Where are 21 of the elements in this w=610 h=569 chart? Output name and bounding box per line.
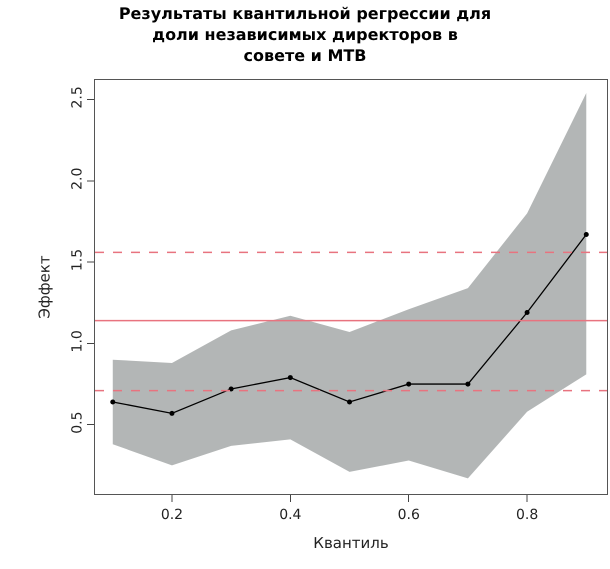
x-tick-label: 0.8 — [516, 506, 538, 523]
y-tick-label: 1.0 — [69, 330, 86, 352]
point — [584, 232, 589, 237]
point — [169, 410, 174, 416]
y-tick-label: 2.0 — [69, 168, 86, 190]
x-tick-label: 0.2 — [160, 506, 184, 523]
y-tick-label: 2.5 — [69, 86, 86, 109]
point — [110, 399, 116, 404]
point — [524, 310, 530, 316]
x-tick-label: 0.6 — [398, 506, 420, 523]
point — [228, 386, 234, 392]
point — [406, 382, 412, 387]
x-tick-label: 0.4 — [279, 506, 302, 523]
point — [288, 375, 293, 380]
chart-title: Результаты квантильной регрессии для доли независимых директоров в совете и МТВ — [118, 4, 492, 65]
y-tick-label: 0.5 — [69, 411, 86, 434]
y-axis-title: Эффект — [36, 255, 54, 319]
y-tick-label: 1.5 — [69, 248, 86, 272]
x-axis-title: Квантиль — [313, 534, 389, 552]
point — [465, 382, 470, 387]
point — [347, 399, 352, 404]
